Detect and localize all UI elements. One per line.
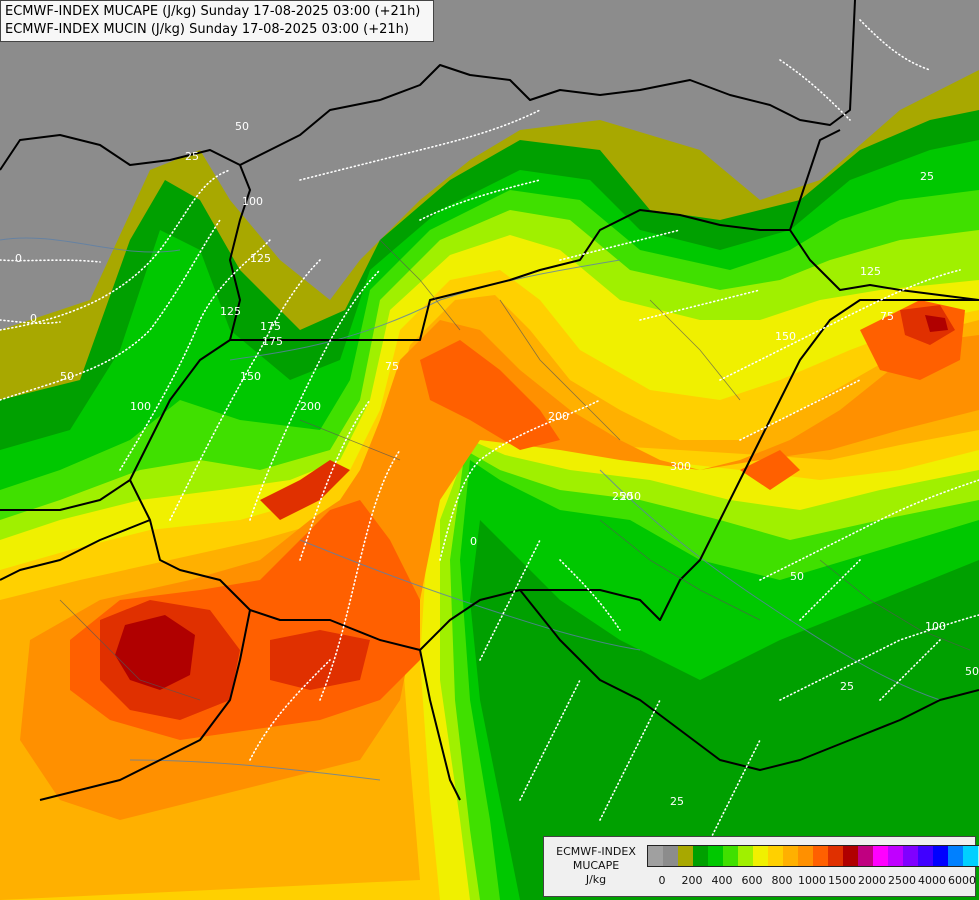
mucin-contours	[0, 19, 979, 861]
legend-swatches	[647, 845, 979, 867]
contour-label: 100	[242, 195, 263, 208]
contour-label: 75	[880, 310, 894, 323]
legend-tick-label: 2500	[888, 874, 916, 887]
legend-swatch	[783, 846, 798, 866]
legend-swatch	[873, 846, 888, 866]
contour-label: 250	[612, 490, 633, 503]
contour-label: 0	[470, 535, 477, 548]
contour-label: 125	[220, 305, 241, 318]
legend-variable: MUCAPE	[572, 859, 620, 872]
legend-swatch	[903, 846, 918, 866]
legend-tick-label: 600	[741, 874, 763, 887]
legend-tick-label: 2000	[858, 874, 886, 887]
color-legend: ECMWF-INDEX MUCAPE J/kg 0 200 400 600 800 100…	[543, 836, 979, 897]
legend-tick-label: 1500	[828, 874, 856, 887]
legend-ticks: 0 200 400 600 800 1000 1500 2000 2500 4000 6000	[647, 874, 977, 888]
contour-label: 50	[60, 370, 74, 383]
legend-swatch	[918, 846, 933, 866]
legend-swatch	[693, 846, 708, 866]
legend-swatch	[948, 846, 963, 866]
contour-label: 0	[30, 312, 37, 325]
title-mucape: ECMWF-INDEX MUCAPE (J/kg) Sunday 17-08-2…	[5, 4, 421, 19]
contour-label: 50	[235, 120, 249, 133]
legend-swatch	[678, 846, 693, 866]
contour-label: 25	[185, 150, 199, 163]
legend-unit: J/kg	[585, 873, 607, 886]
contour-label: 200	[548, 410, 569, 423]
legend-swatch	[663, 846, 678, 866]
contour-label: 250	[620, 490, 641, 503]
contour-label: 25	[670, 795, 684, 808]
cape-field-redorange	[100, 305, 955, 720]
legend-tick-label: 200	[681, 874, 703, 887]
legend-swatch	[648, 846, 663, 866]
contour-label: 150	[240, 370, 261, 383]
admin-borders	[59, 239, 971, 701]
contour-label: 300	[670, 460, 691, 473]
legend-tick-label: 400	[711, 874, 733, 887]
contour-label: 150	[775, 330, 796, 343]
legend-swatch	[858, 846, 873, 866]
legend-swatch	[738, 846, 753, 866]
contour-label: 175	[262, 335, 283, 348]
contour-label: 25	[920, 170, 934, 183]
cape-field-darkorange	[70, 300, 965, 740]
contour-label: 100	[130, 400, 151, 413]
title-mucin: ECMWF-INDEX MUCIN (J/kg) Sunday 17-08-20…	[5, 22, 409, 37]
contour-label: 50	[965, 665, 979, 678]
contour-label: 100	[925, 620, 946, 633]
map-title-box: ECMWF-INDEX MUCAPE (J/kg) Sunday 17-08-2…	[0, 0, 434, 42]
legend-swatch	[753, 846, 768, 866]
legend-swatch	[813, 846, 828, 866]
legend-swatch	[933, 846, 948, 866]
contour-label: 50	[790, 570, 804, 583]
legend-swatch	[963, 846, 978, 866]
legend-swatch	[768, 846, 783, 866]
legend-tick-label: 0	[658, 874, 666, 887]
contour-label: 25	[840, 680, 854, 693]
contour-label: 0	[15, 252, 22, 265]
legend-label: ECMWF-INDEX MUCAPE J/kg	[548, 845, 644, 887]
contour-label: 75	[385, 360, 399, 373]
contour-label: 175	[260, 320, 281, 333]
legend-swatch	[723, 846, 738, 866]
contour-label: 125	[860, 265, 881, 278]
legend-swatch	[828, 846, 843, 866]
legend-swatch	[708, 846, 723, 866]
legend-swatch	[843, 846, 858, 866]
country-borders	[0, 0, 979, 801]
legend-tick-label: 1000	[798, 874, 826, 887]
legend-tick-label: 800	[771, 874, 793, 887]
legend-source: ECMWF-INDEX	[556, 845, 636, 858]
legend-swatch	[798, 846, 813, 866]
legend-swatch	[888, 846, 903, 866]
contour-label: 200	[300, 400, 321, 413]
contour-label: 125	[250, 252, 271, 265]
legend-tick-label: 6000	[948, 874, 976, 887]
legend-tick-label: 4000	[918, 874, 946, 887]
